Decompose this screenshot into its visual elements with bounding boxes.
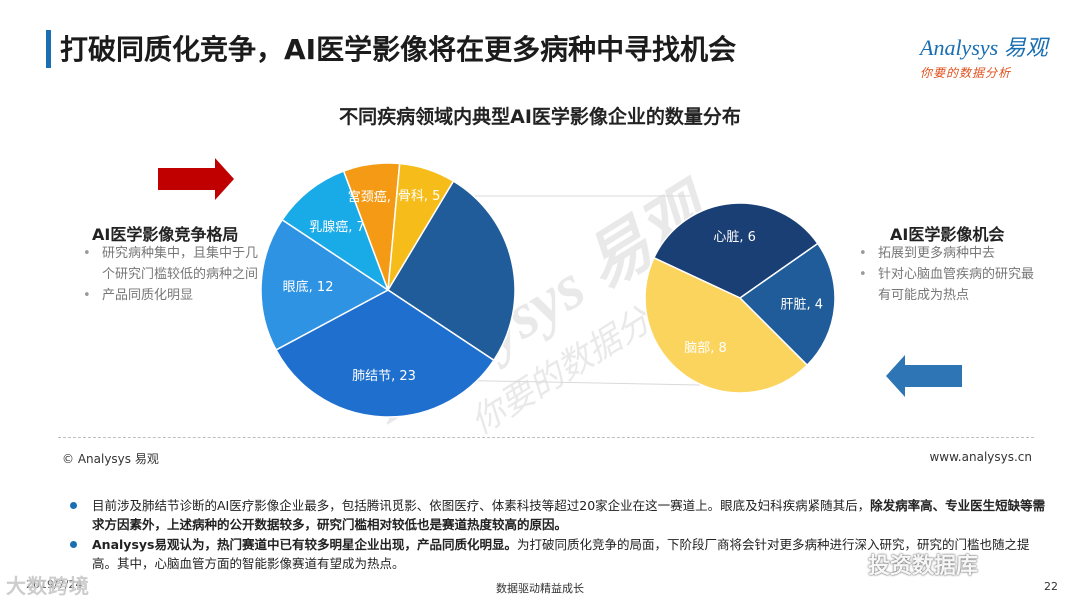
right-panel-item: 拓展到更多病种中去 <box>856 243 1036 264</box>
source-copyright: © Analysys 易观 <box>62 452 159 466</box>
right-panel-item: 针对心脑血管疾病的研究最有可能成为热点 <box>856 264 1036 306</box>
footer-date: 2019/7/24 <box>26 578 83 591</box>
source-divider <box>58 437 1034 438</box>
bottom-left-watermark: 大数跨境 <box>6 574 90 598</box>
logo-slogan: 你要的数据分析 <box>920 66 1012 80</box>
blue-left-arrow-icon <box>886 355 962 397</box>
notes-list: 目前涉及肺结节诊断的AI医疗影像企业最多，包括腾讯觅影、依图医疗、体素科技等超过… <box>68 496 1048 574</box>
pie-data-label: 乳腺癌, 7 <box>309 219 365 235</box>
connector-line <box>439 379 701 386</box>
note-item: 目前涉及肺结节诊断的AI医疗影像企业最多，包括腾讯觅影、依图医疗、体素科技等超过… <box>68 496 1048 534</box>
pie-data-label: 宫颈癌, 5 <box>348 189 404 205</box>
pie-chart-area: 肺结节, 23 眼底, 12 乳腺癌, 7 宫颈癌, 5骨科, 5 心脏, 6 肝脏, … <box>158 158 962 418</box>
pie-slice <box>274 289 495 418</box>
pie-data-label: 眼底, 12 <box>283 279 334 295</box>
source-website: www.analysys.cn <box>929 450 1032 464</box>
note-item: Analysys易观认为，热门赛道中已有较多明星企业出现，产品同质化明显。为打破… <box>68 535 1048 573</box>
pie-connector-lines <box>439 195 701 386</box>
note-bold-text: Analysys易观认为，热门赛道中已有较多明星企业出现，产品同质化明显。 <box>92 537 517 552</box>
title-accent-bar <box>46 30 51 68</box>
pie-slice <box>260 218 390 351</box>
pie-data-label: 骨科, 5 <box>398 189 441 204</box>
left-panel-item: 研究病种集中，且集中于几个研究门槛较低的病种之间 <box>80 243 258 285</box>
note-tail-text: 为打破同质化竞争的局面，下阶段厂商将会针对更多病种进行深入研究，研究的门槛也随之… <box>92 537 1030 571</box>
analysys-logo: Analysys 易观 你要的数据分析 <box>920 30 1060 80</box>
pie-slice <box>652 202 819 299</box>
pie-slice <box>387 162 455 291</box>
footer-slogan: 数据驱动精益成长 <box>496 582 584 595</box>
pie-data-label: 心脏, 6 <box>713 230 756 245</box>
right-panel-heading: AI医学影像机会 <box>890 225 1005 244</box>
pie-slice <box>386 180 516 362</box>
pie-slice <box>738 242 836 367</box>
bottom-right-watermark: 投资数据库 <box>868 554 979 579</box>
pie-data-label: 肝脏, 4 <box>780 297 823 312</box>
right-panel-list: 拓展到更多病种中去 针对心脑血管疾病的研究最有可能成为热点 <box>856 243 1036 306</box>
page-number: 22 <box>1044 580 1058 593</box>
pie-data-label: 肺结节, 23 <box>352 369 416 384</box>
left-panel-item: 产品同质化明显 <box>80 285 258 306</box>
pie-data-label: 脑部, 8 <box>684 341 727 356</box>
left-panel-list: 研究病种集中，且集中于几个研究门槛较低的病种之间 产品同质化明显 <box>80 243 258 306</box>
note-text: 目前涉及肺结节诊断的AI医疗影像企业最多，包括腾讯觅影、依图医疗、体素科技等超过… <box>92 498 871 513</box>
red-right-arrow-icon <box>158 158 234 200</box>
pie-slice <box>644 256 809 394</box>
logo-name: Analysys 易观 <box>920 35 1048 60</box>
note-bold-text: 除发病率高、专业医生短缺等需求方因素外，上述病种的公开数据较多，研究门槛相对较低… <box>92 498 1046 532</box>
pie-slice <box>281 170 390 292</box>
left-panel-heading: AI医学影像竞争格局 <box>92 225 239 244</box>
page-title: 打破同质化竞争，AI医学影像将在更多病种中寻找机会 <box>60 33 737 66</box>
chart-title: 不同疾病领域内典型AI医学影像企业的数量分布 <box>339 106 741 128</box>
pie-chart-main: 肺结节, 23 眼底, 12 乳腺癌, 7 宫颈癌, 5骨科, 5 <box>260 162 516 418</box>
pie-chart-sub: 心脏, 6 肝脏, 4 脑部, 8 <box>644 202 836 394</box>
